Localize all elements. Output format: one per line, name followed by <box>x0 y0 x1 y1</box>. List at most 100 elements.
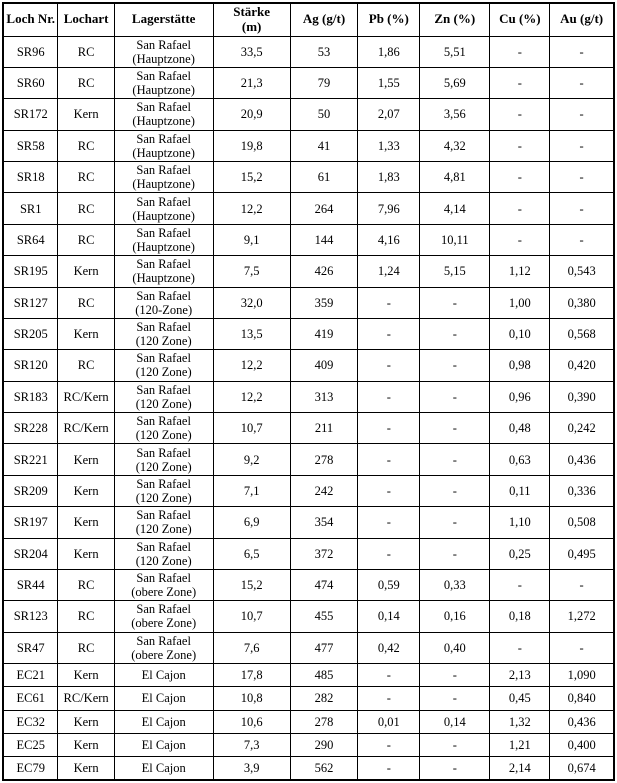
cell-zn_pct: 4,32 <box>419 129 491 163</box>
cell-ag_gt: 278 <box>289 709 359 734</box>
cell-zn_pct: - <box>419 474 491 508</box>
cell-au_gt: 0,420 <box>549 349 615 382</box>
cell-staerke_m: 10,7 <box>212 600 291 633</box>
cell-pb_pct: 0,59 <box>357 568 421 602</box>
cell-zn_pct: 4,14 <box>419 192 491 225</box>
cell-lagerstaette: San Rafael (120 Zone) <box>113 443 214 476</box>
cell-staerke_m: 9,2 <box>212 443 291 476</box>
cell-cu_pct: 0,45 <box>489 686 551 711</box>
cell-zn_pct: 0,14 <box>419 709 491 734</box>
header-pb-pct: Pb (%) <box>357 2 421 37</box>
cell-staerke_m: 12,2 <box>212 349 291 382</box>
cell-zn_pct: 0,40 <box>419 631 491 665</box>
table-row: EC61 RC/Kern El Cajon 10,8 282- -0,45 0,840 <box>2 686 615 711</box>
cell-loch_nr: SR120 <box>2 349 59 382</box>
cell-zn_pct: - <box>419 662 491 688</box>
cell-ag_gt: 562 <box>289 756 359 781</box>
header-lagerstaette: Lagerstätte <box>113 2 214 37</box>
cell-cu_pct: 1,10 <box>489 506 551 539</box>
cell-au_gt: - <box>549 66 615 100</box>
cell-cu_pct: 1,32 <box>489 709 551 734</box>
cell-staerke_m: 12,2 <box>212 380 291 414</box>
cell-lochart: RC/Kern <box>57 411 115 445</box>
cell-ag_gt: 144 <box>289 223 359 257</box>
cell-loch_nr: EC79 <box>2 756 59 781</box>
cell-lagerstaette: San Rafael (120 Zone) <box>113 474 214 508</box>
cell-zn_pct: 0,33 <box>419 568 491 602</box>
cell-lochart: RC <box>57 223 115 257</box>
cell-zn_pct: 4,81 <box>419 160 491 194</box>
cell-cu_pct: 0,25 <box>489 537 551 570</box>
cell-ag_gt: 264 <box>289 192 359 225</box>
cell-pb_pct: - <box>357 411 421 445</box>
cell-lagerstaette: El Cajon <box>113 709 214 734</box>
cell-ag_gt: 282 <box>289 686 359 711</box>
cell-pb_pct: - <box>357 443 421 476</box>
cell-ag_gt: 409 <box>289 349 359 382</box>
header-cu-pct: Cu (%) <box>489 2 551 37</box>
cell-zn_pct: - <box>419 506 491 539</box>
cell-pb_pct: 0,42 <box>357 631 421 665</box>
table-body: SR96 RC San Rafael (Hauptzone) 33,5 53 1,86 5,… <box>2 35 615 781</box>
cell-loch_nr: SR183 <box>2 380 59 414</box>
cell-lagerstaette: San Rafael (120 Zone) <box>113 506 214 539</box>
cell-au_gt: 0,543 <box>549 255 615 288</box>
cell-lagerstaette: San Rafael (120 Zone) <box>113 349 214 382</box>
cell-zn_pct: - <box>419 756 491 781</box>
cell-ag_gt: 41 <box>289 129 359 163</box>
cell-cu_pct: - <box>489 66 551 100</box>
cell-loch_nr: EC25 <box>2 732 59 758</box>
cell-ag_gt: 359 <box>289 286 359 319</box>
cell-zn_pct: - <box>419 411 491 445</box>
cell-ag_gt: 485 <box>289 662 359 688</box>
cell-staerke_m: 33,5 <box>212 35 291 68</box>
cell-au_gt: - <box>549 98 615 131</box>
cell-pb_pct: - <box>357 317 421 351</box>
cell-lagerstaette: San Rafael (Hauptzone) <box>113 98 214 131</box>
cell-lagerstaette: San Rafael (Hauptzone) <box>113 223 214 257</box>
cell-ag_gt: 53 <box>289 35 359 68</box>
cell-staerke_m: 7,6 <box>212 631 291 665</box>
cell-staerke_m: 3,9 <box>212 756 291 781</box>
cell-lochart: Kern <box>57 506 115 539</box>
cell-au_gt: 0,674 <box>549 756 615 781</box>
cell-au_gt: 0,840 <box>549 686 615 711</box>
cell-au_gt: 1,272 <box>549 600 615 633</box>
cell-staerke_m: 10,7 <box>212 411 291 445</box>
cell-pb_pct: - <box>357 506 421 539</box>
cell-lochart: Kern <box>57 662 115 688</box>
cell-au_gt: - <box>549 160 615 194</box>
cell-lochart: RC <box>57 129 115 163</box>
cell-loch_nr: SR64 <box>2 223 59 257</box>
cell-pb_pct: - <box>357 349 421 382</box>
cell-lagerstaette: San Rafael (obere Zone) <box>113 568 214 602</box>
cell-au_gt: 0,495 <box>549 537 615 570</box>
cell-zn_pct: 5,51 <box>419 35 491 68</box>
table-row: SR123 RC San Rafael (obere Zone) 10,7 455 0,1… <box>2 600 615 633</box>
cell-cu_pct: - <box>489 631 551 665</box>
cell-pb_pct: 1,24 <box>357 255 421 288</box>
cell-staerke_m: 6,5 <box>212 537 291 570</box>
cell-ag_gt: 313 <box>289 380 359 414</box>
cell-staerke_m: 9,1 <box>212 223 291 257</box>
table-row: EC32 Kern El Cajon 10,6 278 0,01 0,14 1,32 0,436 <box>2 709 615 734</box>
cell-au_gt: 1,090 <box>549 662 615 688</box>
cell-ag_gt: 211 <box>289 411 359 445</box>
cell-au_gt: - <box>549 35 615 68</box>
cell-loch_nr: SR228 <box>2 411 59 445</box>
cell-loch_nr: EC61 <box>2 686 59 711</box>
cell-ag_gt: 474 <box>289 568 359 602</box>
table-row: SR96 RC San Rafael (Hauptzone) 33,5 53 1,86 5,… <box>2 35 615 68</box>
table-row: SR18 RC San Rafael (Hauptzone) 15,2 61 1,83 4,… <box>2 160 615 194</box>
cell-cu_pct: - <box>489 192 551 225</box>
cell-zn_pct: 3,56 <box>419 98 491 131</box>
header-staerke-m: Stärke (m) <box>212 2 291 37</box>
cell-lagerstaette: San Rafael (Hauptzone) <box>113 66 214 100</box>
table-row: SR58 RC San Rafael (Hauptzone) 19,8 41 1,33 4,… <box>2 129 615 163</box>
table-row: SR60 RC San Rafael (Hauptzone) 21,3 79 1,55 5,… <box>2 66 615 100</box>
cell-lochart: Kern <box>57 443 115 476</box>
cell-loch_nr: SR195 <box>2 255 59 288</box>
cell-cu_pct: - <box>489 129 551 163</box>
cell-loch_nr: SR205 <box>2 317 59 351</box>
cell-lagerstaette: San Rafael (Hauptzone) <box>113 129 214 163</box>
